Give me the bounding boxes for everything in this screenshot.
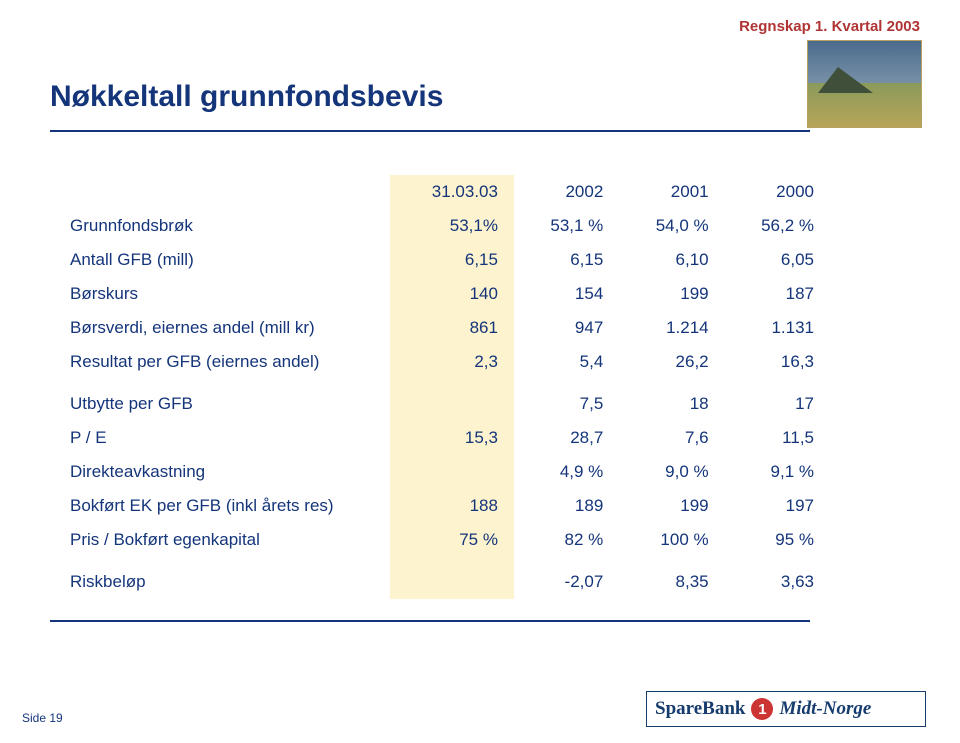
row-label: Riskbeløp (70, 565, 390, 599)
cell: 6,10 (619, 243, 724, 277)
cell: 188 (390, 489, 514, 523)
row-label: Direkteavkastning (70, 455, 390, 489)
cell: 100 % (619, 523, 724, 557)
table-row: Resultat per GFB (eiernes andel)2,35,426… (70, 345, 830, 379)
cell: 53,1 % (514, 209, 619, 243)
row-label: Utbytte per GFB (70, 387, 390, 421)
cell: 3,63 (725, 565, 830, 599)
row-label: Pris / Bokført egenkapital (70, 523, 390, 557)
cell: 199 (619, 277, 724, 311)
cell: 5,4 (514, 345, 619, 379)
header-thumbnail (807, 40, 922, 128)
cell: 53,1% (390, 209, 514, 243)
cell: 28,7 (514, 421, 619, 455)
cell: 7,5 (514, 387, 619, 421)
page-title: Nøkkeltall grunnfondsbevis (50, 80, 443, 114)
table-row: Utbytte per GFB 7,51817 (70, 387, 830, 421)
cell: 6,05 (725, 243, 830, 277)
cell: 56,2 % (725, 209, 830, 243)
cell: 199 (619, 489, 724, 523)
cell: 6,15 (390, 243, 514, 277)
cell: 6,15 (514, 243, 619, 277)
table-row: Direkteavkastning 4,9 %9,0 %9,1 % (70, 455, 830, 489)
cell: 16,3 (725, 345, 830, 379)
cell: 2,3 (390, 345, 514, 379)
cell: 8,35 (619, 565, 724, 599)
row-label: P / E (70, 421, 390, 455)
cell: 26,2 (619, 345, 724, 379)
divider-top (50, 130, 810, 132)
table-row: Bokført EK per GFB (inkl årets res)18818… (70, 489, 830, 523)
table-row: Riskbeløp -2,078,353,63 (70, 565, 830, 599)
cell: -2,07 (514, 565, 619, 599)
cell (390, 455, 514, 489)
page-number: Side 19 (22, 711, 63, 725)
cell (390, 565, 514, 599)
cell: 9,1 % (725, 455, 830, 489)
cell: 75 % (390, 523, 514, 557)
cell: 17 (725, 387, 830, 421)
row-label: Børskurs (70, 277, 390, 311)
header-period: Regnskap 1. Kvartal 2003 (739, 18, 920, 35)
row-label: Bokført EK per GFB (inkl årets res) (70, 489, 390, 523)
table-row: Grunnfondsbrøk53,1%53,1 %54,0 %56,2 % (70, 209, 830, 243)
divider-bottom (50, 620, 810, 622)
row-label: Antall GFB (mill) (70, 243, 390, 277)
cell: 54,0 % (619, 209, 724, 243)
cell: 11,5 (725, 421, 830, 455)
cell: 4,9 % (514, 455, 619, 489)
col-header-label (70, 175, 390, 209)
logo-text-1: SpareBank (655, 698, 745, 720)
table-row: Børskurs140154199187 (70, 277, 830, 311)
cell: 861 (390, 311, 514, 345)
cell: 15,3 (390, 421, 514, 455)
cell (390, 387, 514, 421)
cell: 18 (619, 387, 724, 421)
cell: 1.214 (619, 311, 724, 345)
logo-badge: 1 (751, 698, 773, 720)
brand-logo: SpareBank 1 Midt-Norge (646, 691, 926, 727)
table-row: Pris / Bokført egenkapital75 %82 %100 %9… (70, 523, 830, 557)
row-label: Grunnfondsbrøk (70, 209, 390, 243)
row-label: Børsverdi, eiernes andel (mill kr) (70, 311, 390, 345)
logo-text-2: Midt-Norge (779, 698, 871, 720)
cell: 154 (514, 277, 619, 311)
key-figures-table: 31.03.03200220012000Grunnfondsbrøk53,1%5… (70, 175, 830, 599)
cell: 197 (725, 489, 830, 523)
cell: 9,0 % (619, 455, 724, 489)
cell: 189 (514, 489, 619, 523)
cell: 82 % (514, 523, 619, 557)
cell: 140 (390, 277, 514, 311)
cell: 7,6 (619, 421, 724, 455)
col-header: 31.03.03 (390, 175, 514, 209)
cell: 187 (725, 277, 830, 311)
row-label: Resultat per GFB (eiernes andel) (70, 345, 390, 379)
col-header: 2002 (514, 175, 619, 209)
col-header: 2000 (725, 175, 830, 209)
cell: 95 % (725, 523, 830, 557)
cell: 1.131 (725, 311, 830, 345)
table-row: Antall GFB (mill)6,156,156,106,05 (70, 243, 830, 277)
cell: 947 (514, 311, 619, 345)
table-row: P / E15,328,77,611,5 (70, 421, 830, 455)
table-row: Børsverdi, eiernes andel (mill kr)861947… (70, 311, 830, 345)
col-header: 2001 (619, 175, 724, 209)
